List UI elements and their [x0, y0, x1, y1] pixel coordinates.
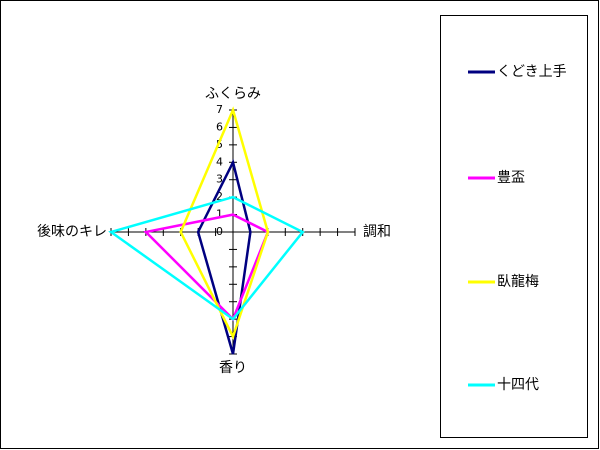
tick-label: 3 — [216, 173, 223, 186]
axis-label: 香り — [219, 360, 247, 376]
axis-label: 後味のキレ — [37, 224, 107, 240]
tick-label: 7 — [216, 103, 223, 116]
legend-label: 臥龍梅 — [497, 273, 539, 290]
tick-label: 6 — [216, 120, 223, 133]
series-line — [196, 158, 252, 355]
legend-label: くどき上手 — [497, 64, 567, 80]
tick-label: 4 — [216, 155, 223, 168]
series-line — [108, 195, 305, 321]
legend-box — [440, 15, 588, 438]
tick-label: 0 — [216, 225, 223, 238]
tick-label: 1 — [216, 208, 223, 221]
legend-label: 十四代 — [497, 377, 539, 393]
tick-label: 2 — [216, 190, 223, 203]
axis-label: ふくらみ — [205, 86, 261, 102]
axis-label: 調和 — [363, 224, 391, 240]
legend-label: 豊盃 — [497, 170, 525, 186]
series-line — [179, 106, 270, 340]
